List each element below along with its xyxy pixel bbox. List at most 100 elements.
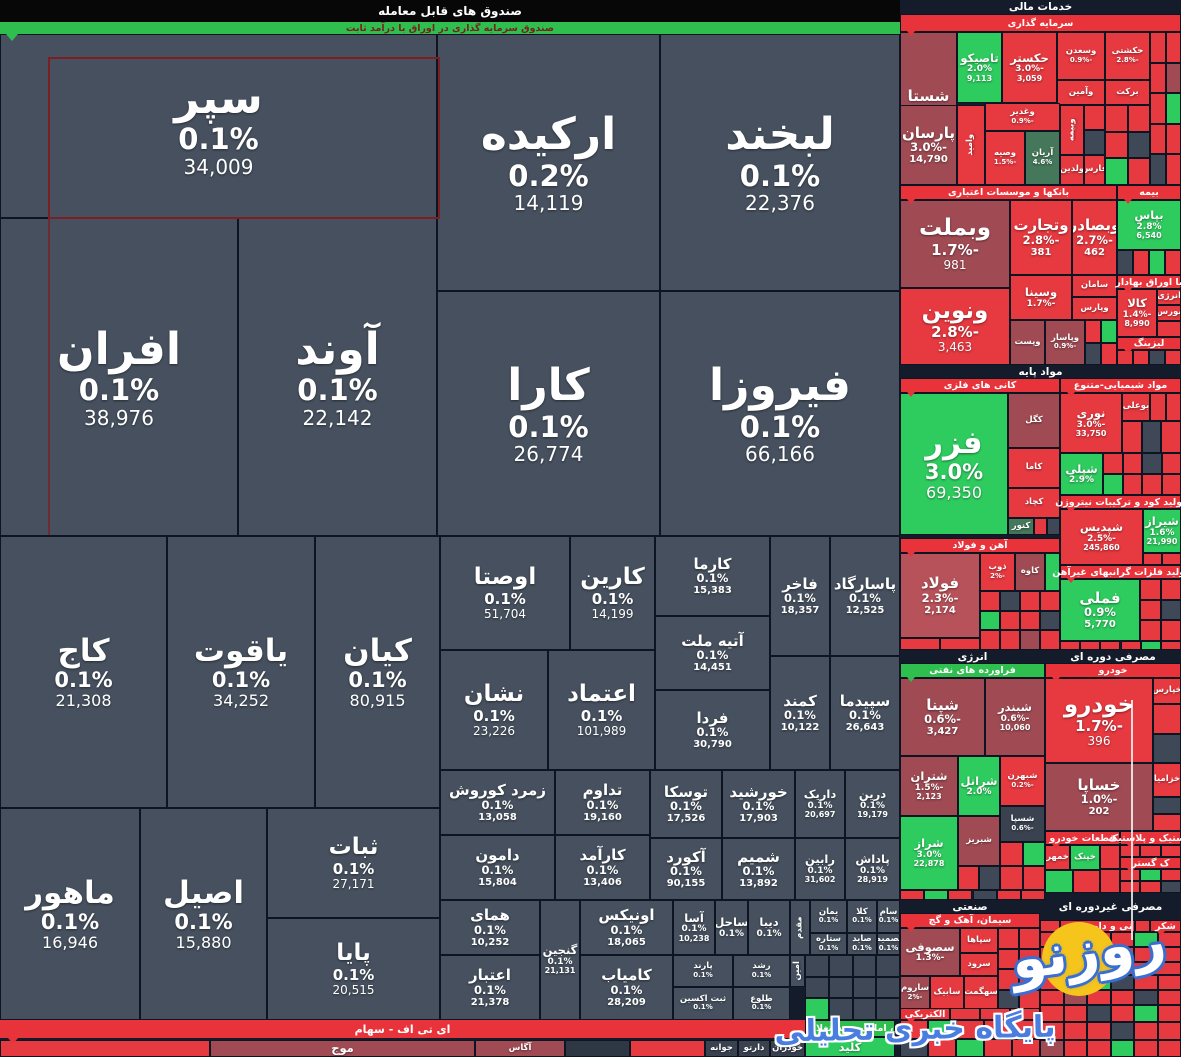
tile-کالا[interactable]: کالا -1.4% 8,990 [1117,289,1157,337]
tile-اصیل[interactable]: اصیل 0.1% 15,880 [140,808,267,1020]
mini-tile[interactable] [900,890,925,900]
sector-header-11[interactable]: خودرو [1045,663,1181,682]
mini-tile[interactable] [1019,948,1040,969]
mini-tile[interactable] [1100,845,1120,869]
mini-tile[interactable] [940,638,980,650]
mini-tile[interactable] [1040,630,1060,650]
mini-tile[interactable] [1161,421,1181,453]
tile-کاوه[interactable]: کاوه [1015,553,1045,591]
tile-پارسان[interactable]: پارسان -3.0% 14,790 [900,105,957,185]
tile-ونوین[interactable]: ونوین -2.8% 3,463 [900,288,1010,365]
mini-tile[interactable] [1134,1022,1158,1040]
tile-فردا[interactable]: فردا 0.1% 30,790 [655,690,770,770]
tile-وسینا[interactable]: وسینا -1.7% [1010,275,1072,320]
tile-ولدین[interactable]: ولدین [1060,155,1084,185]
tile-حکستر[interactable]: حکستر -3.0% 3,059 [1002,32,1057,103]
tile-اعتبار[interactable]: اعتبار 0.1% 21,378 [440,955,540,1020]
tile-سامان[interactable]: سامان [1072,275,1117,297]
tile-اركيده[interactable]: اركيده 0.2% 14,119 [437,34,660,291]
tile-پایا[interactable]: پایا 0.1% 20,515 [267,918,440,1020]
mini-tile[interactable] [1140,620,1161,641]
tile-ثبات[interactable]: ثبات 0.1% 27,171 [267,808,440,918]
tile-فولاد[interactable]: فولاد -2.3% 2,174 [900,553,980,638]
mini-tile[interactable] [876,955,900,977]
tile-ذوب[interactable]: ذوب -2% [980,553,1015,591]
tile-رشد[interactable]: رشد 0.1% [733,955,790,987]
tile-فيروزا[interactable]: فيروزا 0.1% 66,166 [660,291,900,536]
sector-header-7[interactable]: تولید کود و ترکیبات نیتروژن [1055,495,1181,513]
tile-كارا[interactable]: كارا 0.1% 26,774 [437,291,660,536]
mini-tile[interactable] [1045,553,1060,591]
mini-tile[interactable] [979,866,1000,890]
mini-tile[interactable] [1165,350,1181,365]
mini-tile[interactable] [1165,93,1181,124]
tile-خودرو[interactable]: خودرو -1.7% 396 [1045,678,1153,763]
mini-tile[interactable] [1110,1022,1134,1040]
tile-فارس[interactable]: فارس [1084,155,1105,185]
mini-tile[interactable] [1157,1005,1181,1023]
mini-tile[interactable] [852,955,877,977]
tile-کلا[interactable]: کلا 0.1% [847,900,877,933]
tile-سابیک[interactable]: سابیک [930,976,964,1010]
mini-tile[interactable] [1127,131,1150,159]
tile-شرانل[interactable]: شرانل 2.0% [958,756,1000,816]
mini-tile[interactable] [1140,845,1161,857]
mini-tile[interactable] [1143,553,1162,565]
mini-tile[interactable] [984,1020,1012,1039]
mini-tile[interactable] [1157,321,1181,337]
tile-شپنا[interactable]: شپنا -0.6% 3,427 [900,678,985,756]
sector-header-9[interactable]: تولید فلزات گرانبهای غیرآهن [1052,565,1181,583]
tile-توسکا[interactable]: توسکا 0.1% 17,526 [650,770,722,838]
tile-حکشتی[interactable]: حکشتی -2.8% [1105,32,1150,80]
mini-tile[interactable] [1105,131,1128,159]
subcategory-bar[interactable]: صندوق سرمایه گذاری در اوراق با درآمد ثاب… [0,22,900,41]
tile-سصوفی[interactable]: سصوفی -1.3% [900,928,960,976]
tile-پارند[interactable]: پارند 0.1% [673,955,733,987]
tile-وتجارت[interactable]: وتجارت -2.8% 381 [1010,200,1072,275]
mini-tile[interactable] [1087,1039,1111,1057]
tile-بورس[interactable]: بورس [1157,305,1181,321]
tile-فملی[interactable]: فملی 0.9% 5,770 [1060,579,1140,641]
mini-tile[interactable] [805,976,829,999]
mini-tile[interactable] [1165,393,1181,421]
tile-شپدیس[interactable]: شپدیس -2.5% 245,860 [1060,509,1143,565]
sector-header-10[interactable]: فراورده های نفتی [900,663,1045,682]
mini-tile[interactable] [998,928,1019,949]
sector-header-1[interactable]: بانکها و موسسات اعتباری [900,185,1117,204]
sector-header-2[interactable]: بیمه [1117,185,1181,204]
mini-tile[interactable] [1101,342,1117,365]
mini-tile[interactable] [1160,845,1181,857]
mini-tile[interactable] [1142,474,1162,495]
mini-tile[interactable] [1120,881,1141,893]
sector-header-15[interactable]: سیمان، آهک و گچ [900,913,1040,932]
tile-تصمیم[interactable]: تصمیم0.1% [877,933,900,955]
mini-tile[interactable] [1020,890,1045,900]
mini-tile[interactable] [1045,870,1073,893]
sector-header-5[interactable]: کانی های فلزی [900,378,1060,397]
mini-tile[interactable] [1085,342,1101,365]
mini-tile[interactable] [980,1008,1010,1020]
sector-header-8[interactable]: آهن و فولاد [900,538,1060,557]
mini-tile[interactable] [1162,553,1181,565]
tile-زمرد کوروش[interactable]: زمرد کوروش 0.1% 13,058 [440,770,555,835]
mini-tile[interactable] [980,610,1000,631]
tile-سپاها[interactable]: سپاها [960,928,998,953]
mini-tile[interactable] [1150,93,1166,124]
mini-tile[interactable] [828,998,853,1020]
mini-tile[interactable] [1160,869,1181,881]
tile-لبخند[interactable]: لبخند 0.1% 22,376 [660,34,900,291]
mini-tile[interactable] [1012,1020,1040,1039]
tile-وپاسار[interactable]: وپاسار -0.9% [1045,320,1085,365]
tile-سرود[interactable]: سرود [960,953,998,976]
mini-tile[interactable] [998,948,1019,969]
mini-tile[interactable] [805,998,829,1020]
tile-شراز[interactable]: شراز 3.0% 22,878 [900,816,958,890]
mini-tile[interactable] [1134,975,1158,990]
mini-tile[interactable] [852,976,877,999]
sector-header-6[interactable]: مواد شیمیایی-متنوع [1060,378,1181,397]
mini-tile[interactable] [1085,320,1101,343]
mini-tile[interactable] [1140,881,1161,893]
mini-tile[interactable] [1133,350,1149,365]
tile-تداوم[interactable]: تداوم 0.1% 19,160 [555,770,650,835]
tile-کمند[interactable]: کمند 0.1% 10,122 [770,656,830,770]
